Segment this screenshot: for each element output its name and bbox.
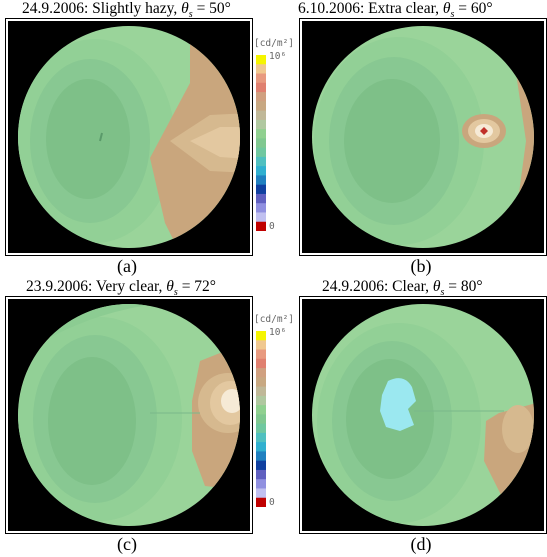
theta-subscript: s bbox=[173, 287, 178, 299]
panel-b-title-text: 6.10.2006: Extra clear, bbox=[298, 0, 443, 17]
colorbar-segment bbox=[256, 331, 266, 341]
colorbar-segment bbox=[256, 175, 266, 186]
colorbar-segment bbox=[256, 386, 266, 397]
colorbar-segment bbox=[256, 92, 266, 102]
colorbar-unit: [cd/m²] bbox=[253, 314, 295, 325]
colorbar-segment bbox=[256, 129, 266, 139]
theta-symbol: θ bbox=[166, 278, 174, 295]
colorbar-strip bbox=[256, 331, 266, 508]
panel-d-caption: (d) bbox=[410, 534, 432, 554]
colorbar-segment bbox=[256, 432, 266, 443]
colorbar-segment bbox=[256, 377, 266, 388]
panel-d-skymap bbox=[299, 296, 547, 534]
colorbar-segment bbox=[256, 358, 266, 369]
panel-b-luminance-map bbox=[304, 23, 542, 251]
panel-b-caption: (b) bbox=[410, 256, 432, 276]
colorbar-gradient bbox=[256, 331, 266, 508]
colorbar-segment bbox=[256, 147, 266, 158]
panel-a-caption: (a) bbox=[117, 256, 137, 276]
colorbar-segment bbox=[256, 497, 266, 508]
theta-symbol: θ bbox=[181, 0, 189, 17]
colorbar-unit: [cd/m²] bbox=[253, 38, 295, 49]
colorbar-bottom: [cd/m²] 10⁶ 0 bbox=[244, 314, 304, 514]
colorbar-segment bbox=[256, 469, 266, 480]
panel-a-title-text: 24.9.2006: Slightly hazy, bbox=[22, 0, 182, 17]
theta-subscript: s bbox=[440, 287, 445, 299]
colorbar-segment bbox=[256, 119, 266, 130]
colorbar-segment bbox=[256, 368, 266, 378]
colorbar-segment bbox=[256, 451, 266, 462]
colorbar-segment bbox=[256, 110, 266, 121]
panel-c-title-text: 23.9.2006: Very clear, bbox=[26, 278, 167, 295]
panel-c-skymap bbox=[5, 296, 253, 534]
colorbar-segment bbox=[256, 479, 266, 489]
panel-c-luminance-map bbox=[10, 301, 248, 529]
colorbar-segment bbox=[256, 405, 266, 415]
colorbar-segment bbox=[256, 395, 266, 406]
colorbar-segment bbox=[256, 101, 266, 112]
colorbar-max-label: 10⁶ bbox=[269, 327, 287, 338]
panel-a-luminance-map bbox=[10, 23, 248, 251]
colorbar-segment bbox=[256, 193, 266, 204]
panel-c-title: 23.9.2006: Very clear, θs = 72° bbox=[26, 278, 216, 302]
colorbar-segment bbox=[256, 349, 266, 360]
theta-symbol: θ bbox=[432, 278, 441, 295]
colorbar-segment bbox=[256, 212, 266, 223]
colorbar-strip bbox=[256, 55, 266, 232]
colorbar-segment bbox=[256, 488, 266, 499]
colorbar-min-label: 0 bbox=[269, 221, 275, 232]
theta-symbol: θ bbox=[442, 0, 451, 17]
panel-d-title-text: 24.9.2006: Clear, bbox=[322, 278, 433, 295]
panel-b-title: 6.10.2006: Extra clear, θs = 60° bbox=[298, 0, 493, 24]
panel-b-skymap bbox=[299, 18, 547, 256]
panel-a-skymap bbox=[5, 18, 253, 256]
colorbar-segment bbox=[256, 73, 266, 84]
colorbar-segment bbox=[256, 340, 266, 351]
panel-b-title-angle: = 60° bbox=[454, 0, 493, 17]
colorbar-min-label: 0 bbox=[269, 497, 275, 508]
colorbar-max-label: 10⁶ bbox=[269, 51, 287, 62]
colorbar-segment bbox=[256, 414, 266, 425]
colorbar-segment bbox=[256, 64, 266, 75]
theta-subscript: s bbox=[188, 9, 193, 21]
colorbar-segment bbox=[256, 442, 266, 452]
colorbar-top: [cd/m²] 10⁶ 0 bbox=[244, 38, 304, 238]
theta-subscript: s bbox=[450, 9, 455, 21]
colorbar-segment bbox=[256, 138, 266, 149]
colorbar-gradient bbox=[256, 55, 266, 232]
panel-a-title-angle: = 50° bbox=[192, 0, 231, 17]
colorbar-segment bbox=[256, 221, 266, 232]
colorbar-segment bbox=[256, 184, 266, 195]
colorbar-segment bbox=[256, 166, 266, 176]
colorbar-segment bbox=[256, 55, 266, 65]
colorbar-segment bbox=[256, 203, 266, 213]
panel-c-title-angle: = 72° bbox=[177, 278, 217, 295]
panel-d-title-angle: = 80° bbox=[444, 278, 483, 295]
panel-d-title: 24.9.2006: Clear, θs = 80° bbox=[322, 278, 483, 302]
colorbar-segment bbox=[256, 460, 266, 471]
panel-c-caption: (c) bbox=[117, 534, 137, 554]
panel-a-title: 24.9.2006: Slightly hazy, θs = 50° bbox=[22, 0, 231, 24]
colorbar-segment bbox=[256, 82, 266, 93]
panel-d-luminance-map bbox=[304, 301, 542, 529]
colorbar-segment bbox=[256, 156, 266, 167]
colorbar-segment bbox=[256, 423, 266, 434]
